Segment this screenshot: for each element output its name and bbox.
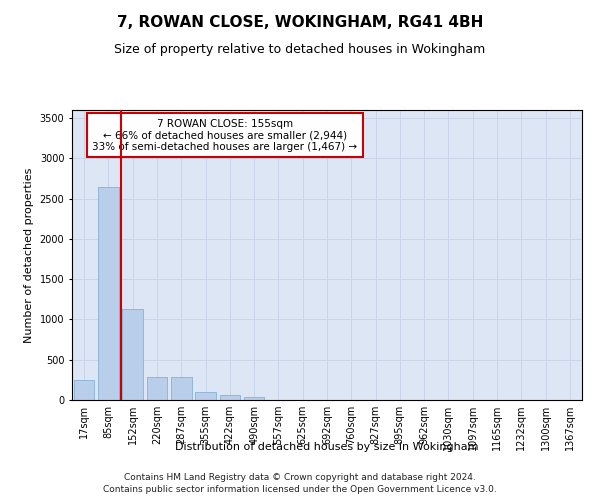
Text: 7 ROWAN CLOSE: 155sqm
← 66% of detached houses are smaller (2,944)
33% of semi-d: 7 ROWAN CLOSE: 155sqm ← 66% of detached … (92, 118, 358, 152)
Bar (171, 378, 191, 400)
Bar (244, 397, 265, 400)
Text: Contains HM Land Registry data © Crown copyright and database right 2024.: Contains HM Land Registry data © Crown c… (124, 472, 476, 482)
Bar (220, 395, 240, 400)
Bar (146, 378, 167, 400)
Text: Size of property relative to detached houses in Wokingham: Size of property relative to detached ho… (115, 42, 485, 56)
Bar (98, 186, 119, 400)
Text: 7, ROWAN CLOSE, WOKINGHAM, RG41 4BH: 7, ROWAN CLOSE, WOKINGHAM, RG41 4BH (117, 15, 483, 30)
Bar (195, 392, 216, 400)
Text: Distribution of detached houses by size in Wokingham: Distribution of detached houses by size … (175, 442, 479, 452)
Bar (122, 309, 143, 400)
Text: Contains public sector information licensed under the Open Government Licence v3: Contains public sector information licen… (103, 485, 497, 494)
Bar (74, 380, 94, 400)
Y-axis label: Number of detached properties: Number of detached properties (24, 168, 34, 342)
